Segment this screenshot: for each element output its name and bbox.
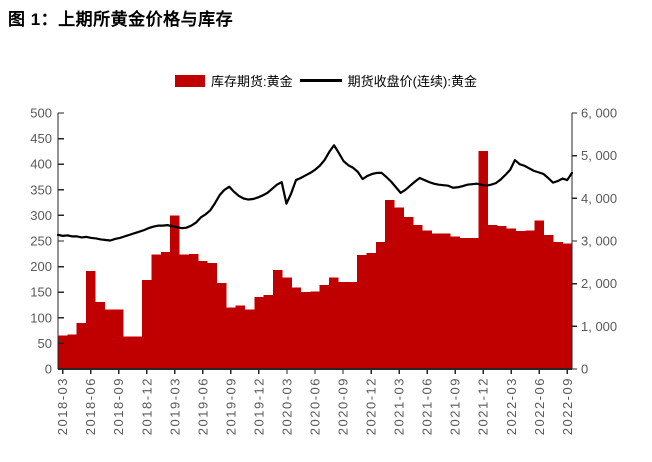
- svg-text:2018-06: 2018-06: [83, 377, 98, 435]
- svg-text:0: 0: [45, 362, 52, 377]
- svg-text:2020-06: 2020-06: [308, 377, 323, 435]
- svg-text:4, 000: 4, 000: [581, 191, 617, 206]
- svg-text:6, 000: 6, 000: [581, 106, 617, 121]
- svg-text:1, 000: 1, 000: [581, 319, 617, 334]
- svg-text:2021-09: 2021-09: [448, 377, 463, 435]
- svg-text:450: 450: [30, 131, 52, 146]
- svg-text:200: 200: [30, 259, 52, 274]
- svg-text:2018-12: 2018-12: [139, 377, 154, 435]
- legend-label-price: 期货收盘价(连续):黄金: [347, 74, 477, 89]
- svg-text:250: 250: [30, 234, 52, 249]
- svg-text:2019-06: 2019-06: [195, 377, 210, 435]
- svg-text:2021-03: 2021-03: [392, 377, 407, 435]
- svg-text:5, 000: 5, 000: [581, 148, 617, 163]
- svg-text:400: 400: [30, 157, 52, 172]
- price-line-swatch-icon: [299, 79, 342, 82]
- svg-text:2022-06: 2022-06: [532, 377, 547, 435]
- svg-text:2020-03: 2020-03: [279, 377, 294, 435]
- svg-text:2022-09: 2022-09: [560, 377, 575, 435]
- svg-text:300: 300: [30, 208, 52, 223]
- svg-text:2021-12: 2021-12: [476, 377, 491, 435]
- svg-text:2019-09: 2019-09: [223, 377, 238, 435]
- svg-text:2019-03: 2019-03: [167, 377, 182, 435]
- legend-label-inventory: 库存期货:黄金: [211, 74, 293, 89]
- svg-text:2019-12: 2019-12: [251, 377, 266, 435]
- svg-text:500: 500: [30, 106, 52, 121]
- svg-text:350: 350: [30, 182, 52, 197]
- svg-text:2022-03: 2022-03: [504, 377, 519, 435]
- svg-text:2018-03: 2018-03: [55, 377, 70, 435]
- chart-legend: 库存期货:黄金 期货收盘价(连续):黄金: [0, 71, 652, 90]
- svg-text:2020-09: 2020-09: [336, 377, 351, 435]
- chart-title: 图 1：上期所黄金价格与库存: [8, 10, 234, 29]
- svg-text:150: 150: [30, 285, 52, 300]
- svg-text:0: 0: [581, 362, 588, 377]
- svg-text:50: 50: [38, 336, 52, 351]
- svg-text:2020-12: 2020-12: [364, 377, 379, 435]
- svg-text:100: 100: [30, 310, 52, 325]
- svg-text:2, 000: 2, 000: [581, 276, 617, 291]
- svg-text:3, 000: 3, 000: [581, 234, 617, 249]
- legend-item-inventory: 库存期货:黄金: [175, 71, 293, 90]
- svg-text:2018-09: 2018-09: [111, 377, 126, 435]
- legend-item-price: 期货收盘价(连续):黄金: [299, 71, 477, 90]
- inventory-bar-swatch-icon: [175, 74, 206, 87]
- svg-text:2021-06: 2021-06: [420, 377, 435, 435]
